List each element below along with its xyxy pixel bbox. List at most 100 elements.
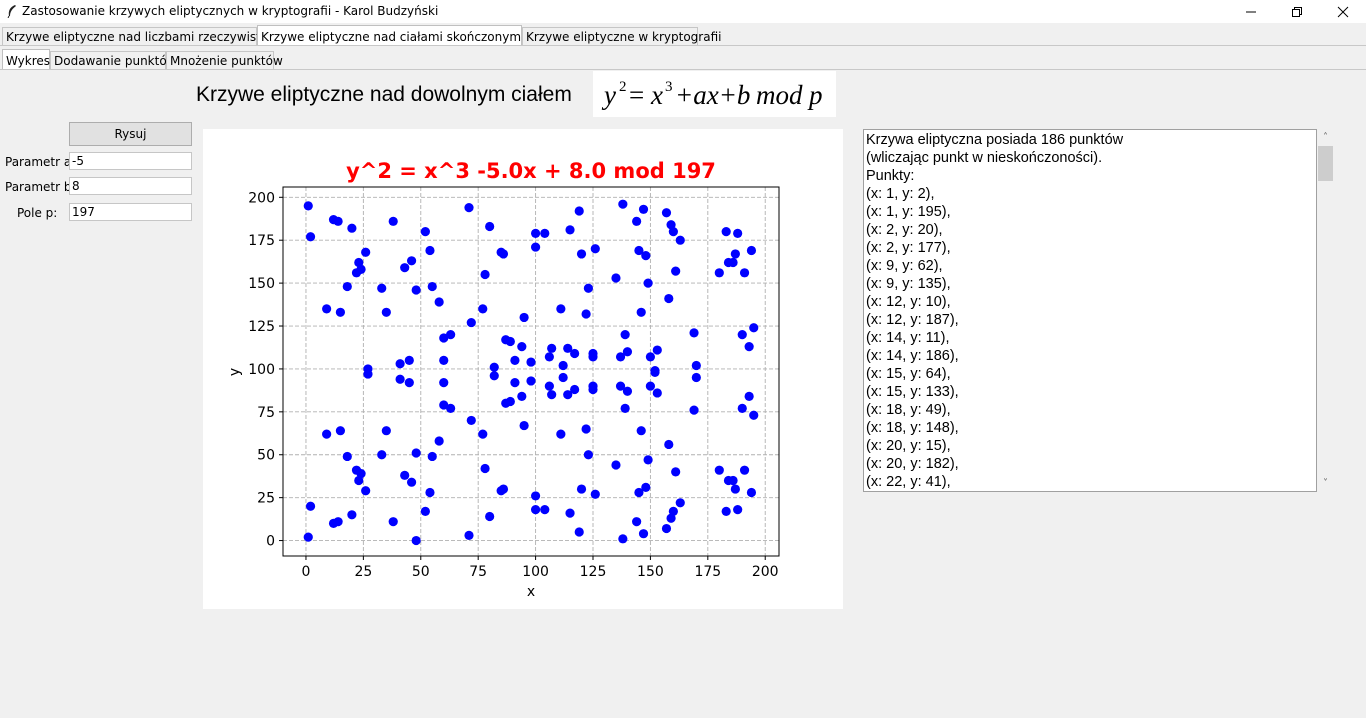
data-point [638,529,649,539]
data-point [590,244,600,254]
data-point [558,372,568,383]
data-point [615,381,626,391]
x-tick-label: 200 [752,564,779,580]
data-point [547,390,557,400]
close-button[interactable] [1320,0,1366,23]
data-point [305,232,316,242]
tab-finite-fields[interactable]: Krzywe eliptyczne nad ciałami skończonym… [257,25,552,45]
field-p-label: Pole p: [17,206,58,220]
points-list: Krzywa eliptyczna posiada 186 punktów (wl… [866,131,1314,491]
data-point [439,333,449,343]
data-point [730,249,740,259]
plot-canvas: y^2 = x^3 -5.0x + 8.0 mod 197 0 25 50 75 100… [203,129,843,609]
data-point [388,517,398,527]
data-point [439,355,449,365]
param-a-input[interactable]: -5 [69,152,192,170]
data-point [400,470,410,480]
subtab-chart[interactable]: Wykres [2,49,50,69]
points-list-line: (x: 18, y: 148), [866,420,959,436]
data-point [347,510,357,520]
data-point [335,426,346,436]
data-point [583,450,594,460]
data-point [464,202,474,213]
data-point [388,216,398,226]
data-point [636,426,646,436]
data-point [540,228,550,238]
x-tick-label: 175 [694,564,721,580]
data-point [641,251,651,261]
x-tick-label: 75 [469,564,487,580]
data-point [691,360,701,371]
field-p-input[interactable]: 197 [69,203,192,221]
data-point [466,317,476,328]
data-point [519,420,529,431]
param-b-input[interactable]: 8 [69,177,192,195]
data-point [570,348,580,359]
data-point [347,223,357,233]
tab-cryptography[interactable]: Krzywe eliptyczne w kryptografii [522,27,721,45]
sub-tab-border [0,69,1366,70]
data-point [356,469,366,479]
data-point [530,491,541,501]
data-point [361,486,371,496]
points-list-line: (x: 12, y: 10), [866,294,951,310]
data-point [620,330,630,340]
tab-real-numbers[interactable]: Krzywe eliptyczne nad liczbami rzeczywis… [2,27,295,45]
data-point [730,484,740,494]
data-point [322,429,332,439]
data-point [721,227,731,237]
points-scrollbar[interactable]: ˄ ˅ [1317,129,1334,492]
formula-eq: = [629,80,644,110]
data-point [632,517,642,527]
data-point [661,208,672,218]
data-point [671,467,681,477]
scroll-thumb[interactable] [1318,146,1333,181]
data-point [581,424,591,434]
points-list-line: (x: 15, y: 64), [866,366,951,382]
formula-rest: +ax+b [675,80,750,110]
scroll-down-icon[interactable]: ˅ [1323,478,1328,489]
window-titlebar: Zastosowanie krzywych eliptycznych w kry… [0,0,1366,23]
draw-button[interactable]: Rysuj [69,122,192,146]
y-tick-label: 75 [257,405,275,421]
data-point [728,475,738,486]
points-list-line: Punkty: [866,168,915,184]
data-point [544,381,554,391]
data-point [480,463,490,474]
data-point [671,266,681,276]
plot-points [303,199,759,546]
scroll-up-icon[interactable]: ˄ [1323,132,1328,143]
data-point [737,403,747,413]
plot-grid [283,187,779,556]
data-point [400,263,410,273]
data-point [611,460,621,470]
data-point [588,381,598,391]
x-tick-label: 125 [580,564,607,580]
data-point [652,345,662,355]
subtab-point-multiplication[interactable]: Mnożenie punktów [166,51,283,69]
points-list-line: (x: 15, y: 133), [866,384,959,400]
data-point [641,482,651,492]
restore-icon [1292,6,1302,17]
data-point [446,330,456,340]
data-point [661,523,672,534]
data-point [733,228,743,238]
y-axis-label: y [227,368,243,376]
data-point [650,367,660,377]
data-point [510,355,520,365]
restore-button[interactable] [1274,0,1320,23]
data-point [746,245,757,256]
points-list-line: (x: 14, y: 186), [866,348,959,364]
subtab-point-addition[interactable]: Dodawanie punktów [50,51,177,69]
data-point [583,283,594,293]
data-point [498,484,509,494]
data-point [590,489,600,499]
points-textbox[interactable]: Krzywa eliptyczna posiada 186 punktów (wl… [863,129,1317,492]
y-tick-label: 100 [248,362,275,378]
data-point [425,245,435,256]
formula-p: p [807,80,823,110]
minimize-button[interactable] [1228,0,1274,23]
data-point [620,403,630,413]
data-point [381,307,391,317]
y-tick-label: 200 [248,190,275,206]
